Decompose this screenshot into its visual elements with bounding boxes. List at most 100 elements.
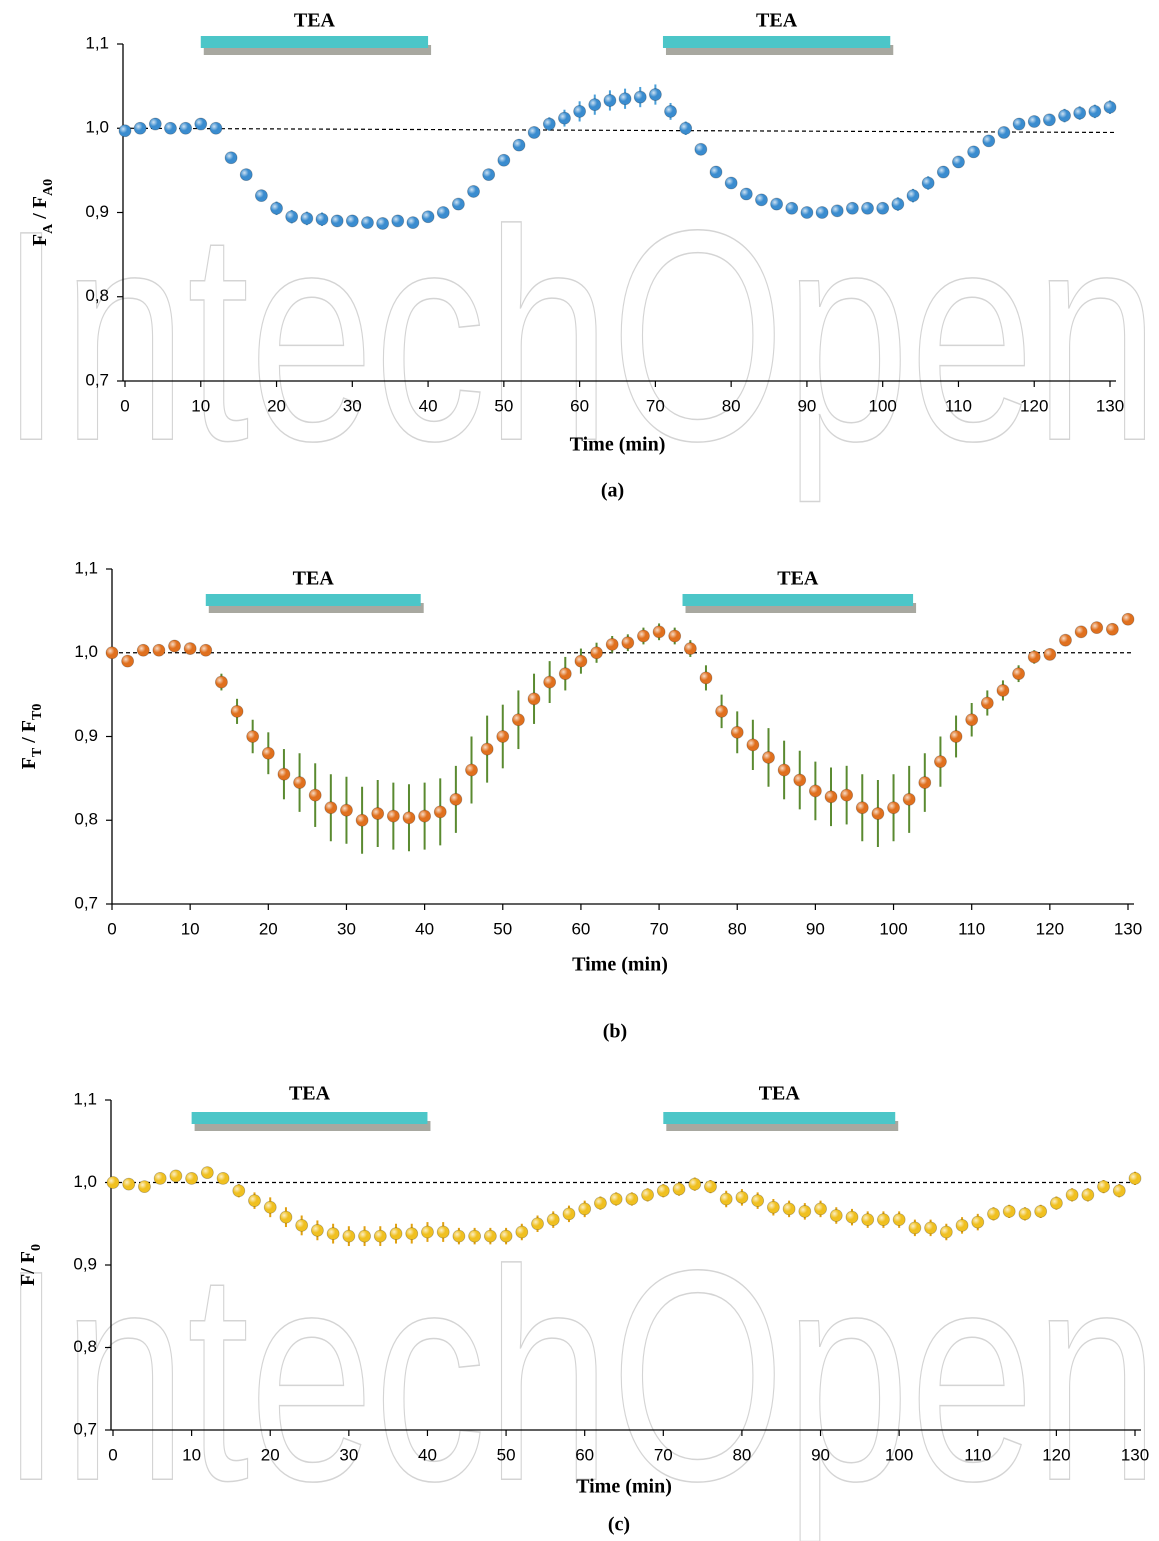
point-highlight [688, 1178, 701, 1191]
point-highlight [934, 755, 947, 768]
x-tick-label: 0 [120, 396, 129, 415]
x-tick-label: 20 [261, 1445, 280, 1464]
point-highlight [679, 122, 692, 135]
point-highlight [515, 1226, 528, 1238]
treatment-bar-shadow [208, 603, 424, 613]
point-highlight [496, 730, 509, 743]
point-highlight [340, 804, 353, 817]
reference-line [122, 127, 1115, 134]
y-tick-label: 1,1 [73, 1089, 97, 1108]
point-highlight [262, 747, 275, 760]
point-highlight [107, 1176, 119, 1189]
x-tick-label: 100 [885, 1445, 913, 1464]
point-highlight [987, 1207, 1000, 1220]
point-highlight [694, 143, 707, 156]
y-label-part: A0 [41, 179, 56, 196]
point-highlight [528, 126, 541, 139]
point-highlight [558, 112, 571, 125]
point-highlight [840, 789, 853, 802]
point-highlight [497, 154, 510, 167]
point-highlight [1050, 1197, 1063, 1210]
treatment-bar-shadow [203, 45, 432, 55]
point-highlight [482, 168, 495, 181]
point-highlight [831, 204, 844, 217]
point-highlight [1028, 650, 1041, 663]
point-highlight [610, 1193, 623, 1205]
point-highlight [421, 1226, 434, 1238]
point-highlight [573, 105, 586, 118]
point-highlight [246, 730, 259, 743]
point-highlight [179, 122, 192, 135]
treatment-bar-shadow [685, 603, 917, 613]
point-highlight [861, 202, 874, 215]
point-highlight [762, 751, 775, 764]
x-axis-label: Time (min) [570, 434, 666, 456]
point-highlight [119, 124, 131, 137]
point-highlight [270, 202, 283, 215]
point-highlight [121, 655, 134, 668]
point-highlight [279, 1211, 292, 1224]
point-highlight [740, 187, 753, 200]
point-highlight [603, 94, 616, 107]
treatment-bar [662, 36, 891, 48]
point-highlight [1113, 1184, 1126, 1197]
point-highlight [277, 768, 290, 781]
point-highlight [285, 210, 298, 223]
y-tick-label: 0,9 [74, 726, 98, 745]
point-highlight [887, 801, 900, 814]
point-highlight [149, 118, 162, 131]
point-highlight [513, 139, 525, 152]
treatment-bar [682, 594, 914, 606]
point-highlight [657, 1184, 670, 1197]
y-label-part: F/ F [17, 1251, 39, 1286]
point-highlight [512, 713, 525, 726]
point-highlight [390, 1227, 403, 1240]
point-highlight [731, 726, 744, 739]
point-highlight [578, 1202, 591, 1215]
point-highlight [637, 630, 650, 642]
point-highlight [846, 202, 859, 215]
x-tick-label: 80 [732, 1445, 751, 1464]
x-tick-label: 40 [419, 396, 438, 415]
caption: (a) [601, 480, 624, 502]
point-highlight [918, 776, 931, 789]
point-highlight [376, 217, 389, 230]
point-highlight [720, 1193, 733, 1205]
caption: (c) [608, 1514, 630, 1536]
point-highlight [871, 807, 884, 820]
point-highlight [531, 1217, 544, 1230]
point-highlight [106, 646, 118, 659]
point-highlight [924, 1221, 937, 1234]
y-label-part: T0 [30, 704, 45, 720]
point-highlight [1075, 625, 1088, 638]
y-label-part: F [29, 234, 51, 246]
point-highlight [778, 764, 791, 776]
x-tick-label: 90 [797, 396, 816, 415]
point-highlight [465, 764, 478, 776]
x-tick-label: 30 [339, 1445, 358, 1464]
point-highlight [122, 1178, 135, 1191]
x-axis-label: Time (min) [576, 1476, 672, 1498]
point-highlight [1106, 623, 1119, 636]
point-highlight [755, 193, 768, 206]
point-highlight [231, 705, 244, 718]
point-highlight [293, 776, 306, 789]
point-highlight [248, 1194, 261, 1207]
point-highlight [950, 730, 963, 743]
x-tick-label: 100 [879, 919, 907, 938]
point-highlight [199, 644, 212, 657]
point-highlight [1058, 109, 1071, 122]
point-highlight [800, 206, 813, 219]
x-tick-label: 0 [107, 919, 116, 938]
y-label-part: / F [29, 196, 51, 224]
point-highlight [374, 1230, 387, 1243]
point-highlight [715, 705, 728, 718]
point-highlight [134, 122, 147, 135]
point-highlight [437, 206, 450, 219]
point-highlight [316, 213, 328, 226]
y-tick-label: 0,7 [74, 893, 98, 912]
y-label-part: F [18, 757, 40, 769]
x-tick-label: 60 [570, 396, 589, 415]
x-tick-label: 30 [343, 396, 362, 415]
